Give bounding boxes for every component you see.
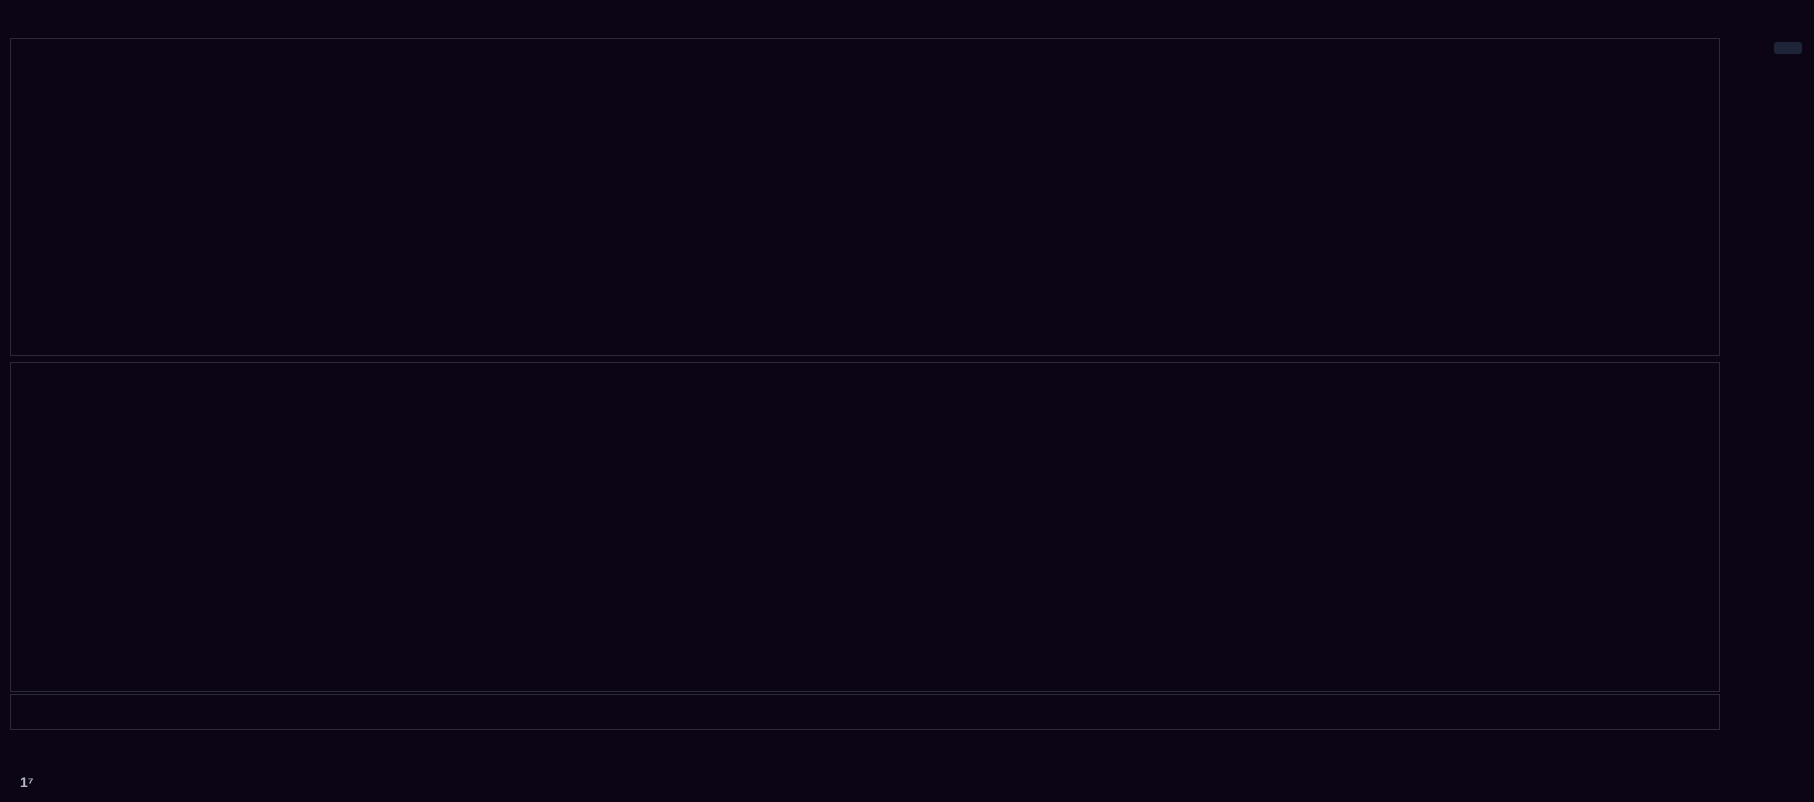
price-chart-pane[interactable] xyxy=(10,38,1720,356)
tv-logo-icon: 1⁷ xyxy=(20,774,34,790)
y-axis xyxy=(1722,38,1804,728)
tradingview-watermark: 1⁷ xyxy=(20,774,42,790)
time-axis[interactable] xyxy=(10,694,1720,730)
rsi-chart-pane[interactable] xyxy=(10,362,1720,692)
